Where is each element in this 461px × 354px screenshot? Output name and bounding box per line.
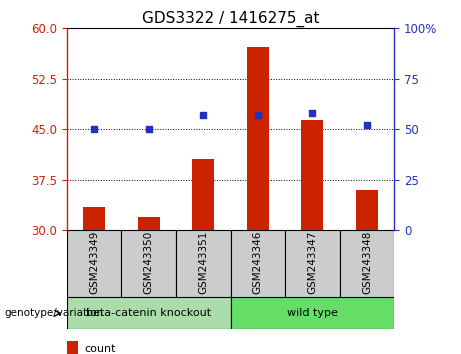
Bar [301, 120, 323, 230]
Bar [176, 230, 230, 297]
Bar [285, 230, 340, 297]
Bar [192, 159, 214, 230]
Point [254, 112, 261, 118]
Text: GSM243351: GSM243351 [198, 231, 208, 294]
Text: GSM243346: GSM243346 [253, 231, 263, 294]
Bar [121, 230, 176, 297]
Text: GSM243350: GSM243350 [144, 231, 154, 294]
Bar [67, 297, 230, 329]
Text: wild type: wild type [287, 308, 338, 318]
Text: GSM243349: GSM243349 [89, 231, 99, 294]
Text: genotype/variation: genotype/variation [5, 308, 104, 318]
Text: GSM243347: GSM243347 [307, 231, 317, 294]
Bar [83, 207, 105, 230]
Title: GDS3322 / 1416275_at: GDS3322 / 1416275_at [142, 11, 319, 27]
Point [90, 126, 98, 132]
Bar [230, 230, 285, 297]
Bar [230, 297, 394, 329]
Text: GSM243348: GSM243348 [362, 231, 372, 294]
Bar [356, 190, 378, 230]
Text: beta-catenin knockout: beta-catenin knockout [86, 308, 211, 318]
Bar [138, 217, 160, 230]
Bar [340, 230, 394, 297]
Bar [67, 230, 121, 297]
Text: count: count [85, 344, 116, 354]
Point [363, 122, 371, 128]
Point [200, 112, 207, 118]
Bar [67, 341, 78, 354]
Point [145, 126, 152, 132]
Point [309, 110, 316, 116]
Bar [247, 47, 269, 230]
